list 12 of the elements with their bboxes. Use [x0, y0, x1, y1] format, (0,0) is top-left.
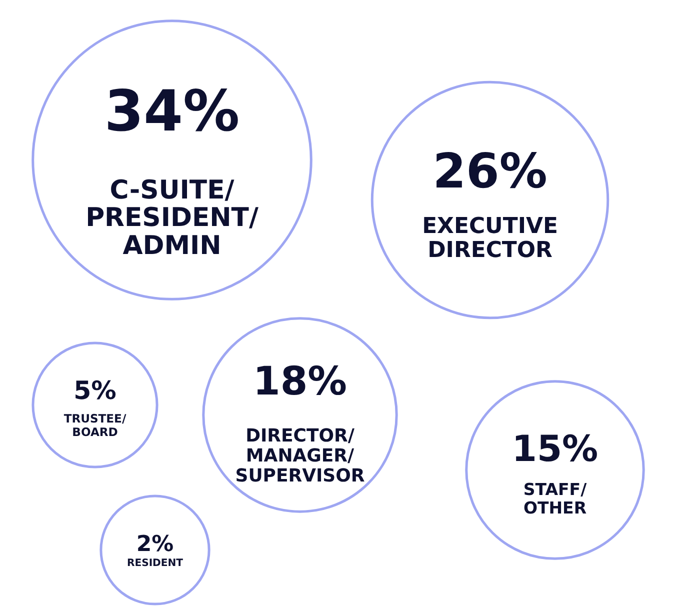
category-label: TRUSTEE/BOARD [64, 412, 127, 440]
data-label: 2% [136, 532, 174, 557]
data-label: 18% [253, 360, 347, 405]
category-label: EXECUTIVE DIRECTOR [422, 214, 558, 263]
data-label: 26% [432, 144, 548, 200]
data-label: 15% [512, 429, 598, 470]
data-label: 5% [74, 376, 116, 406]
category-label: STAFF/OTHER [523, 480, 588, 518]
data-label: 34% [104, 79, 240, 144]
category-label: DIRECTOR/MANAGER/SUPERVISOR [235, 426, 365, 487]
category-label: RESIDENT [126, 558, 184, 569]
category-label: C-SUITE/PRESIDENT/ADMIN [86, 175, 259, 262]
